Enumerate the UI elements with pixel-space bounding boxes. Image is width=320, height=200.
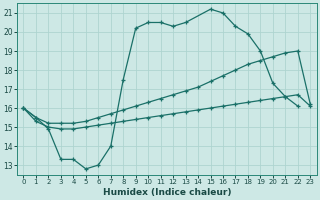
X-axis label: Humidex (Indice chaleur): Humidex (Indice chaleur) xyxy=(103,188,231,197)
